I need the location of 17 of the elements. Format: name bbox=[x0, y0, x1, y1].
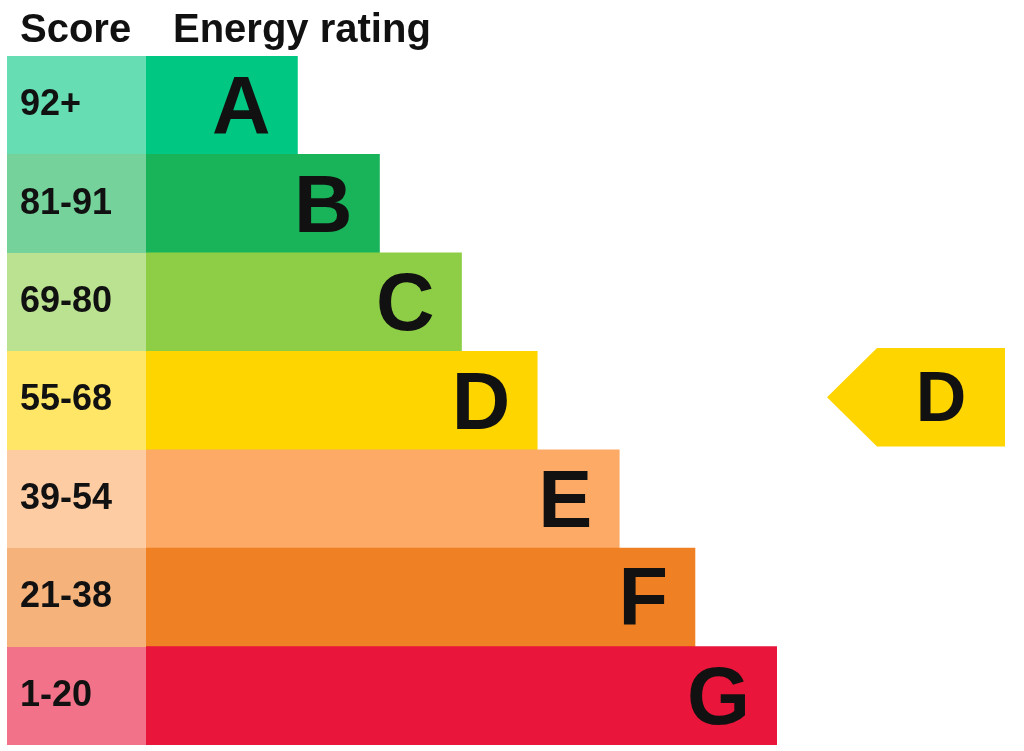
y-tick-label: 69-80 bbox=[20, 278, 113, 320]
y-tick-label: 81-91 bbox=[20, 180, 113, 222]
y-axis-title: Score bbox=[20, 5, 132, 51]
annotation: F bbox=[618, 552, 668, 643]
y-tick-label: 55-68 bbox=[20, 377, 113, 419]
arrow-tag: D bbox=[827, 348, 1005, 447]
y-tick-label: 1-20 bbox=[20, 672, 93, 714]
y-tick-label: 21-38 bbox=[20, 574, 113, 616]
annotation: B bbox=[293, 158, 353, 249]
annotation: D bbox=[451, 355, 511, 446]
chart-title: Energy rating bbox=[173, 5, 431, 51]
y-tick-label: 92+ bbox=[20, 82, 82, 124]
y-tick-label: 39-54 bbox=[20, 475, 113, 517]
annotation: C bbox=[376, 257, 435, 348]
annotation: A bbox=[211, 60, 271, 151]
annotation: G bbox=[686, 650, 750, 741]
annotation: E bbox=[538, 453, 593, 544]
